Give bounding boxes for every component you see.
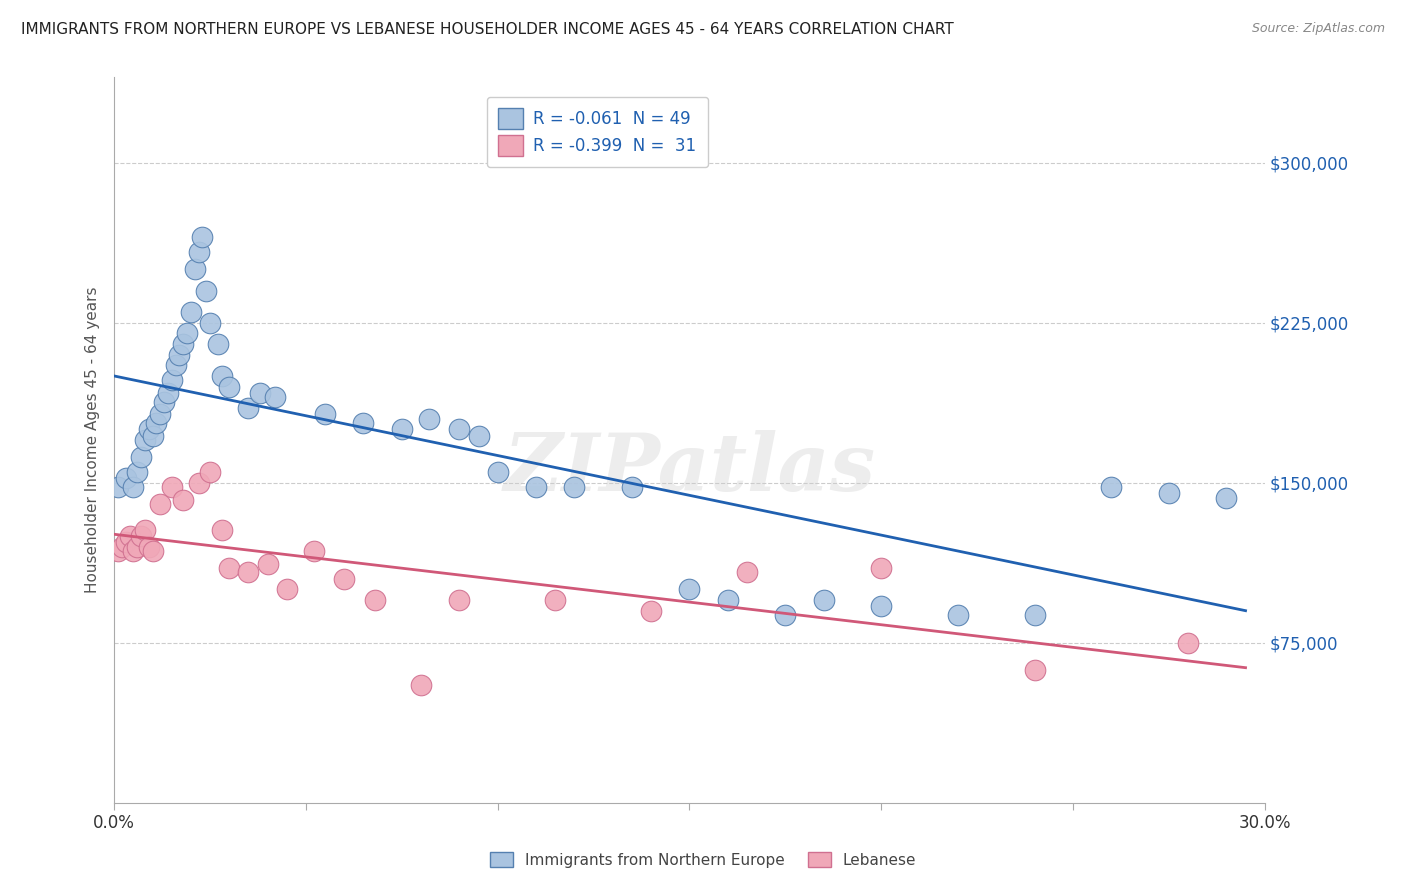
Point (1177, 635, 1199, 649)
Point (141, 429, 163, 443)
Point (276, 582, 298, 597)
Point (138, 540, 160, 554)
Point (678, 582, 700, 597)
Point (717, 593, 740, 607)
Point (544, 593, 567, 607)
Point (198, 465, 221, 479)
Y-axis label: Householder Income Ages 45 - 64 years: Householder Income Ages 45 - 64 years (86, 286, 100, 593)
Point (122, 544, 145, 558)
Point (364, 593, 387, 607)
Point (870, 599, 893, 614)
Point (211, 523, 233, 537)
Point (134, 523, 156, 537)
Point (160, 373, 183, 387)
Point (1157, 486, 1180, 500)
Legend: Immigrants from Northern Europe, Lebanese: Immigrants from Northern Europe, Lebanes… (482, 844, 924, 875)
Point (195, 284, 218, 298)
Point (122, 480, 145, 494)
Point (160, 480, 183, 494)
Point (127, 540, 149, 554)
Legend: R = -0.061  N = 49, R = -0.399  N =  31: R = -0.061 N = 49, R = -0.399 N = 31 (486, 96, 709, 168)
Point (118, 529, 141, 543)
Point (1024, 664, 1046, 678)
Point (256, 557, 278, 571)
Point (418, 411, 440, 425)
Point (218, 380, 240, 394)
Point (870, 561, 893, 575)
Point (129, 450, 152, 464)
Point (207, 337, 229, 351)
Point (467, 429, 489, 443)
Point (1215, 491, 1237, 505)
Point (176, 326, 198, 341)
Point (302, 544, 325, 558)
Point (172, 492, 194, 507)
Point (145, 416, 167, 430)
Point (735, 566, 758, 580)
Point (353, 416, 375, 430)
Point (486, 465, 509, 479)
Point (191, 230, 214, 244)
Point (153, 394, 176, 409)
Point (187, 245, 209, 260)
Point (114, 471, 136, 485)
Text: IMMIGRANTS FROM NORTHERN EUROPE VS LEBANESE HOUSEHOLDER INCOME AGES 45 - 64 YEAR: IMMIGRANTS FROM NORTHERN EUROPE VS LEBAN… (21, 22, 953, 37)
Point (946, 607, 969, 622)
Point (169, 348, 191, 362)
Point (249, 386, 271, 401)
Point (107, 544, 129, 558)
Point (149, 408, 172, 422)
Point (211, 369, 233, 384)
Point (524, 480, 547, 494)
Point (114, 535, 136, 549)
Point (127, 465, 149, 479)
Point (449, 422, 471, 436)
Point (156, 386, 179, 401)
Point (238, 566, 260, 580)
Point (129, 529, 152, 543)
Point (138, 422, 160, 436)
Point (391, 422, 413, 436)
Point (107, 480, 129, 494)
Point (172, 337, 194, 351)
Point (149, 497, 172, 511)
Point (640, 604, 662, 618)
Point (134, 433, 156, 447)
Point (564, 480, 586, 494)
Point (813, 593, 835, 607)
Text: ZIPatlas: ZIPatlas (503, 430, 876, 508)
Point (314, 408, 336, 422)
Point (165, 359, 187, 373)
Text: Source: ZipAtlas.com: Source: ZipAtlas.com (1251, 22, 1385, 36)
Point (180, 305, 202, 319)
Point (183, 262, 205, 277)
Point (333, 572, 356, 586)
Point (218, 561, 240, 575)
Point (1024, 607, 1046, 622)
Point (141, 544, 163, 558)
Point (111, 540, 134, 554)
Point (264, 390, 287, 404)
Point (775, 607, 797, 622)
Point (409, 678, 432, 692)
Point (1099, 480, 1122, 494)
Point (620, 480, 643, 494)
Point (449, 593, 471, 607)
Point (187, 475, 209, 490)
Point (198, 316, 221, 330)
Point (238, 401, 260, 415)
